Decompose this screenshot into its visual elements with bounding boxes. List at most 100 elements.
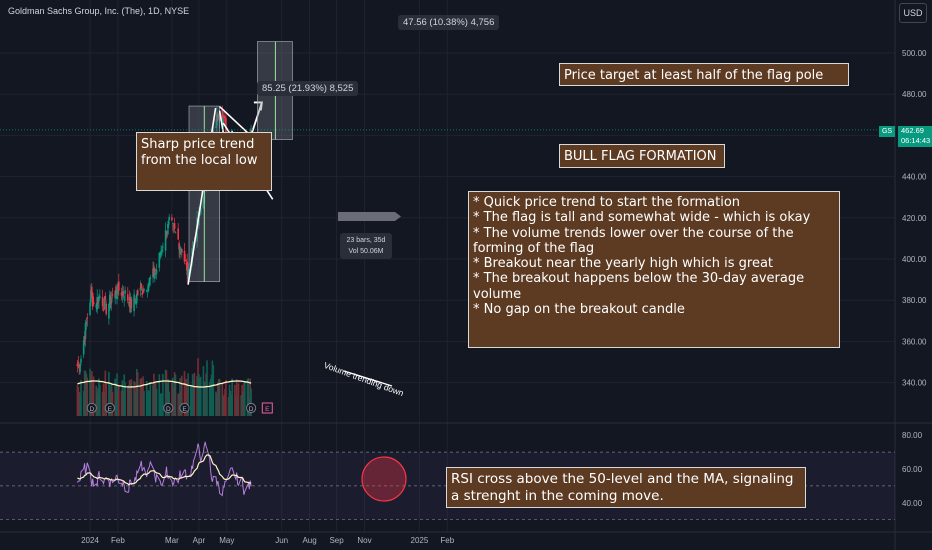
rsi-note[interactable]: RSI cross above the 50-level and the MA,… [446,467,806,508]
candle-body [180,248,182,252]
volume-bar [235,395,237,416]
price-tick-label: 420.00 [902,214,927,223]
volume-bar [80,379,82,416]
volume-bar [83,370,86,416]
volume-bar [96,393,98,416]
volume-bar [129,381,132,416]
rsi-ma-line [77,454,252,486]
candle-body [82,340,85,355]
volume-bar [91,381,94,416]
candle-body [79,363,81,372]
candle-body [222,118,224,127]
candle-body [154,273,156,279]
time-tick-label: Apr [193,536,206,545]
volume-bar [181,375,183,416]
price-tick-label: 340.00 [902,379,927,388]
volume-bar [101,391,104,416]
candle-body [140,283,143,289]
volume-bar [128,379,131,416]
candle-body [136,290,139,296]
candle-body [124,290,126,295]
volume-bar [246,379,249,416]
candle-body [216,114,218,126]
candle-body [117,283,119,295]
volume-bar [192,379,195,416]
volume-bar [247,378,250,416]
candle-body [103,298,106,310]
volume-bar [123,374,125,416]
volume-bar [165,370,168,416]
candle-body [146,289,149,291]
volume-bar [103,392,106,416]
candle-body [221,109,224,123]
volume-bar [92,376,95,416]
volume-bar [145,381,148,416]
volume-bar [231,378,233,416]
event-marker-letter: D [249,406,254,413]
candle-body [120,292,123,296]
candle-body [104,296,107,300]
candle-body [118,281,120,291]
event-marker-letter: D [89,406,94,413]
volume-bar [146,391,149,416]
time-tick-label: Sep [329,536,344,545]
candle-body [127,302,130,304]
candle-body [149,277,152,280]
volume-bar [121,380,124,416]
candle-body [91,287,93,296]
rsi-tick-label: 60.00 [902,465,923,474]
candle-body [154,269,157,271]
candle-body [186,261,188,276]
volume-bar [114,378,116,416]
candle-body [91,292,94,307]
candle-body [110,299,113,303]
candle-body [77,361,80,364]
candle-body [159,254,161,258]
bars-range-bar [338,212,395,221]
candle-body [173,223,176,229]
price-target-note[interactable]: Price target at least half of the flag p… [559,63,849,86]
volume-bar [167,379,170,416]
volume-bar [154,382,156,416]
volume-bar [136,372,139,416]
volume-bar [142,376,144,416]
volume-bar [135,391,137,416]
candle-body [134,298,136,300]
volume-bar [130,379,133,416]
volume-trend-line [343,370,393,387]
volume-bar [199,376,202,416]
volume-bar [105,383,107,416]
volume-bar [243,383,245,416]
event-marker-letter: E [182,406,187,413]
candle-body [153,266,155,277]
currency-button[interactable]: USD [899,3,927,23]
candle-body [223,115,225,119]
volume-bar [198,374,200,416]
candle-body [202,199,205,209]
candle-body [217,118,219,120]
volume-bar [190,385,193,416]
candle-body [148,278,151,285]
volume-bar [109,385,111,416]
time-tick-label: 2024 [81,536,99,545]
candle-body [145,290,148,292]
candle-body [183,250,186,262]
candle-body [152,268,154,278]
candle-body [185,263,188,265]
volume-bar [210,374,213,416]
bull-flag-note[interactable]: BULL FLAG FORMATION [559,144,725,168]
sharp-trend-note[interactable]: Sharp price trend from the local low [136,132,272,191]
volume-bar [212,365,215,416]
volume-bar [237,383,240,416]
volume-bar [109,388,112,416]
volume-bar [196,376,198,416]
candle-body [114,290,116,299]
candle-body [89,302,91,316]
volume-bar [191,374,194,416]
checklist-note[interactable]: * Quick price trend to start the formati… [468,191,840,348]
volume-bar [99,385,101,416]
candle-body [224,117,226,123]
candle-body [164,230,167,251]
volume-bar [154,383,157,416]
time-tick-label: Mar [165,536,179,545]
